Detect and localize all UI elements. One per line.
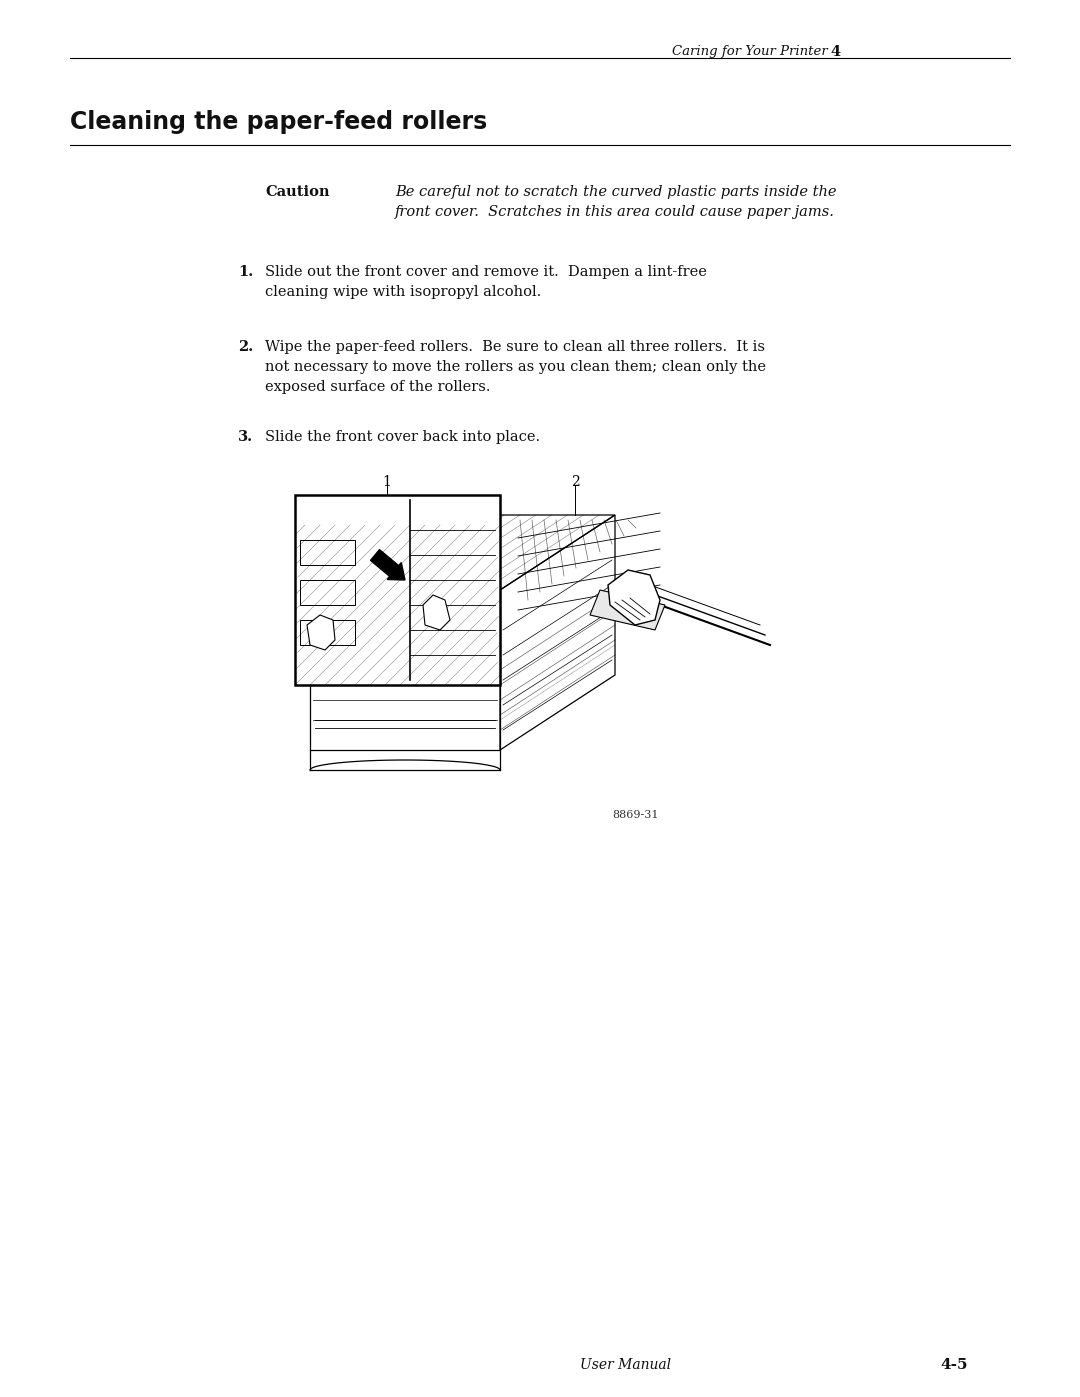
Text: 3.: 3. [238,430,253,444]
FancyArrow shape [370,549,405,580]
Polygon shape [423,595,450,630]
Text: exposed surface of the rollers.: exposed surface of the rollers. [265,380,490,394]
Text: 4: 4 [831,45,840,59]
Text: not necessary to move the rollers as you clean them; clean only the: not necessary to move the rollers as you… [265,360,766,374]
Text: User Manual: User Manual [580,1358,671,1372]
Text: Slide out the front cover and remove it.  Dampen a lint-free: Slide out the front cover and remove it.… [265,265,707,279]
Bar [300,541,355,564]
Text: Wipe the paper-feed rollers.  Be sure to clean all three rollers.  It is: Wipe the paper-feed rollers. Be sure to … [265,339,765,353]
Text: front cover.  Scratches in this area could cause paper jams.: front cover. Scratches in this area coul… [395,205,835,219]
Text: Caution: Caution [265,184,329,198]
Polygon shape [608,570,660,624]
Text: 8869-31: 8869-31 [612,810,659,820]
Polygon shape [307,615,335,650]
Text: Be careful not to scratch the curved plastic parts inside the: Be careful not to scratch the curved pla… [395,184,837,198]
Bar [300,580,355,605]
Text: cleaning wipe with isopropyl alcohol.: cleaning wipe with isopropyl alcohol. [265,285,541,299]
Text: 1.: 1. [238,265,253,279]
Polygon shape [590,590,665,630]
Text: 1: 1 [382,475,391,489]
Text: 4-5: 4-5 [940,1358,968,1372]
Text: Caring for Your Printer: Caring for Your Printer [672,45,827,59]
Text: 2.: 2. [238,339,253,353]
Bar [295,495,500,685]
Text: Cleaning the paper-feed rollers: Cleaning the paper-feed rollers [70,110,487,134]
Text: Slide the front cover back into place.: Slide the front cover back into place. [265,430,540,444]
Text: 2: 2 [570,475,579,489]
Bar [300,620,355,645]
